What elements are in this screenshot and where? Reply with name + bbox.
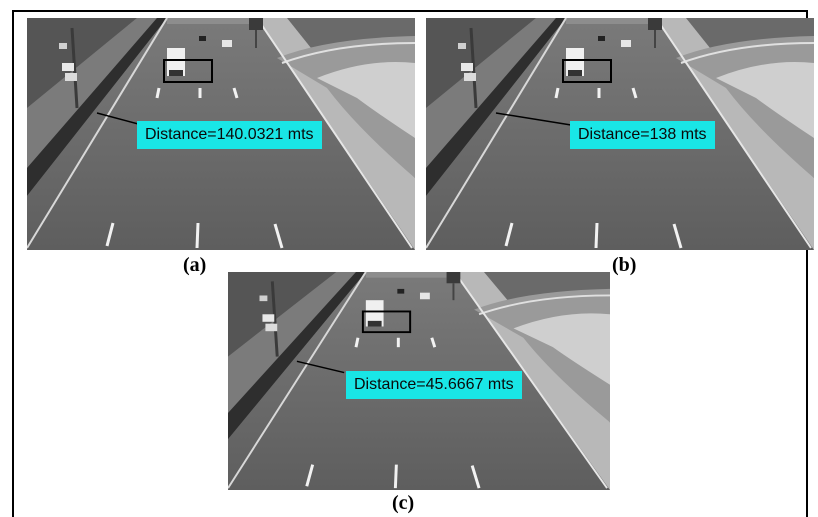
panel-a-caption: (a) (183, 254, 207, 276)
panel-a-distance-label: Distance=140.0321 mts (137, 121, 322, 149)
panel-a-image (27, 18, 415, 250)
panel-b-image (426, 18, 814, 250)
panel-c-distance-label: Distance=45.6667 mts (346, 371, 522, 399)
panel-b-distance-label: Distance=138 mts (570, 121, 715, 149)
panel-c-caption: (c) (392, 492, 415, 514)
panel-c-image (228, 272, 610, 490)
panel-b-caption: (b) (612, 254, 637, 276)
figure-frame (12, 10, 808, 517)
